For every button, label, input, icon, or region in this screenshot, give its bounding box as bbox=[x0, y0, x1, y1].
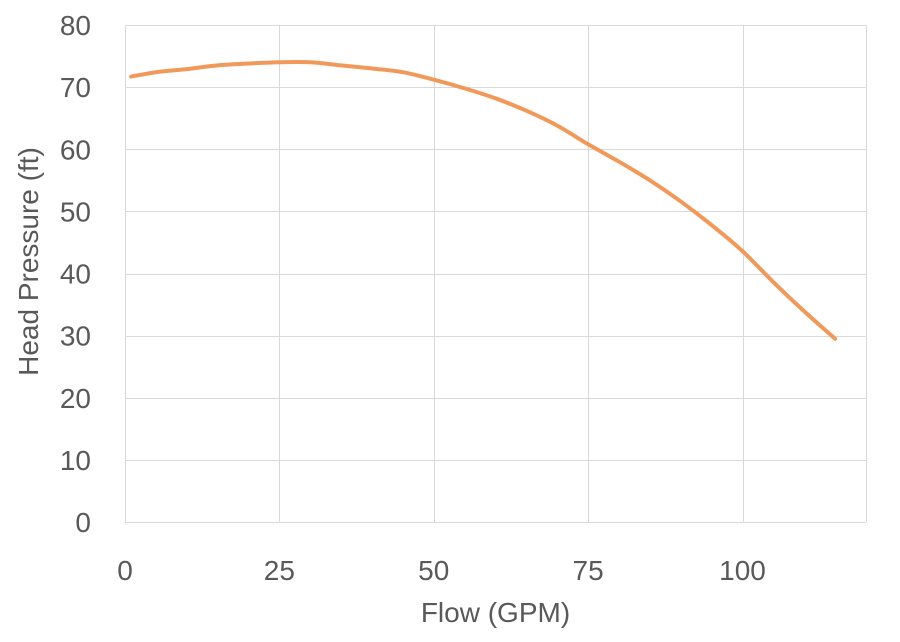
x-tick-label: 0 bbox=[117, 555, 133, 586]
x-tick-label: 100 bbox=[719, 555, 766, 586]
y-tick-label: 20 bbox=[60, 383, 91, 414]
y-axis-title: Head Pressure (ft) bbox=[13, 147, 44, 376]
x-tick-label: 25 bbox=[264, 555, 295, 586]
series-line bbox=[129, 59, 838, 341]
y-tick-label: 50 bbox=[60, 196, 91, 227]
y-tick-label: 70 bbox=[60, 72, 91, 103]
series bbox=[129, 59, 838, 341]
x-tick-label: 50 bbox=[418, 555, 449, 586]
y-tick-label: 30 bbox=[60, 321, 91, 352]
y-tick-label: 10 bbox=[60, 445, 91, 476]
y-tick-label: 40 bbox=[60, 259, 91, 290]
x-tick-labels: 0 25 50 75 100 bbox=[117, 555, 766, 586]
y-tick-label: 0 bbox=[75, 507, 91, 538]
gridlines bbox=[125, 25, 867, 522]
x-tick-label: 75 bbox=[573, 555, 604, 586]
x-axis-title: Flow (GPM) bbox=[421, 597, 570, 628]
y-tick-label: 60 bbox=[60, 134, 91, 165]
y-tick-labels: 0 10 20 30 40 50 60 70 80 bbox=[60, 10, 91, 538]
y-tick-label: 80 bbox=[60, 10, 91, 41]
